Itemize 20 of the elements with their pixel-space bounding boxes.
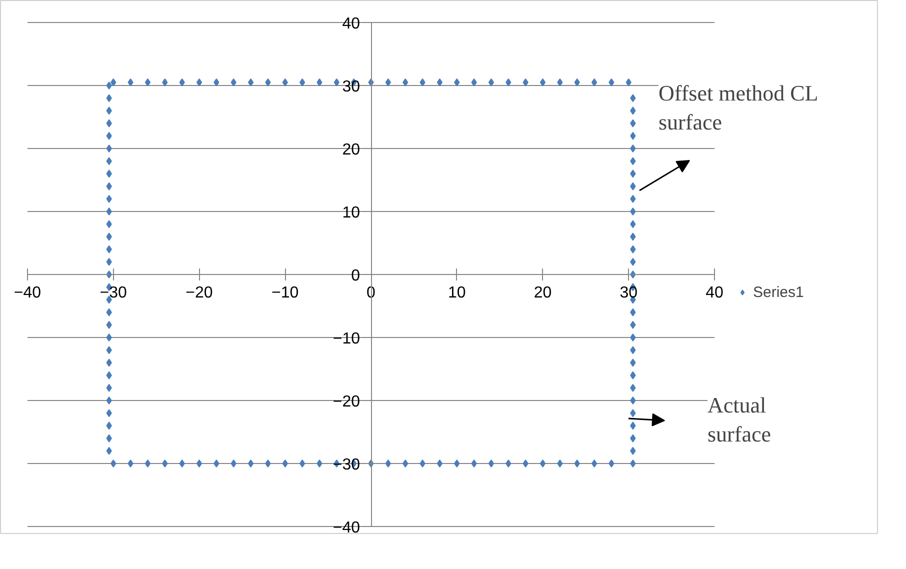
x-tick-label: 10 [448, 284, 466, 302]
y-tick-label: 20 [342, 142, 360, 158]
y-tick-label: 10 [342, 204, 360, 222]
x-tick-label: 40 [706, 284, 724, 302]
x-tick-label: 20 [534, 284, 552, 302]
y-tick-label: −10 [332, 330, 360, 348]
annotation: Offset method CL surface [658, 80, 818, 134]
y-tick-label: 30 [342, 78, 360, 96]
y-tick-label: −30 [332, 456, 360, 474]
y-tick-label: −20 [332, 394, 360, 410]
y-tick-label: 0 [351, 268, 360, 284]
x-tick-label: 30 [620, 284, 638, 302]
legend-label: Series1 [753, 284, 804, 300]
x-tick-label: −40 [14, 284, 42, 302]
y-tick-label: −40 [332, 520, 360, 536]
annotation: Actual surface [708, 392, 772, 446]
y-tick-label: 40 [342, 16, 360, 32]
x-tick-label: −30 [100, 284, 128, 302]
x-tick-label: −10 [272, 284, 299, 302]
x-tick-label: −20 [186, 284, 213, 302]
